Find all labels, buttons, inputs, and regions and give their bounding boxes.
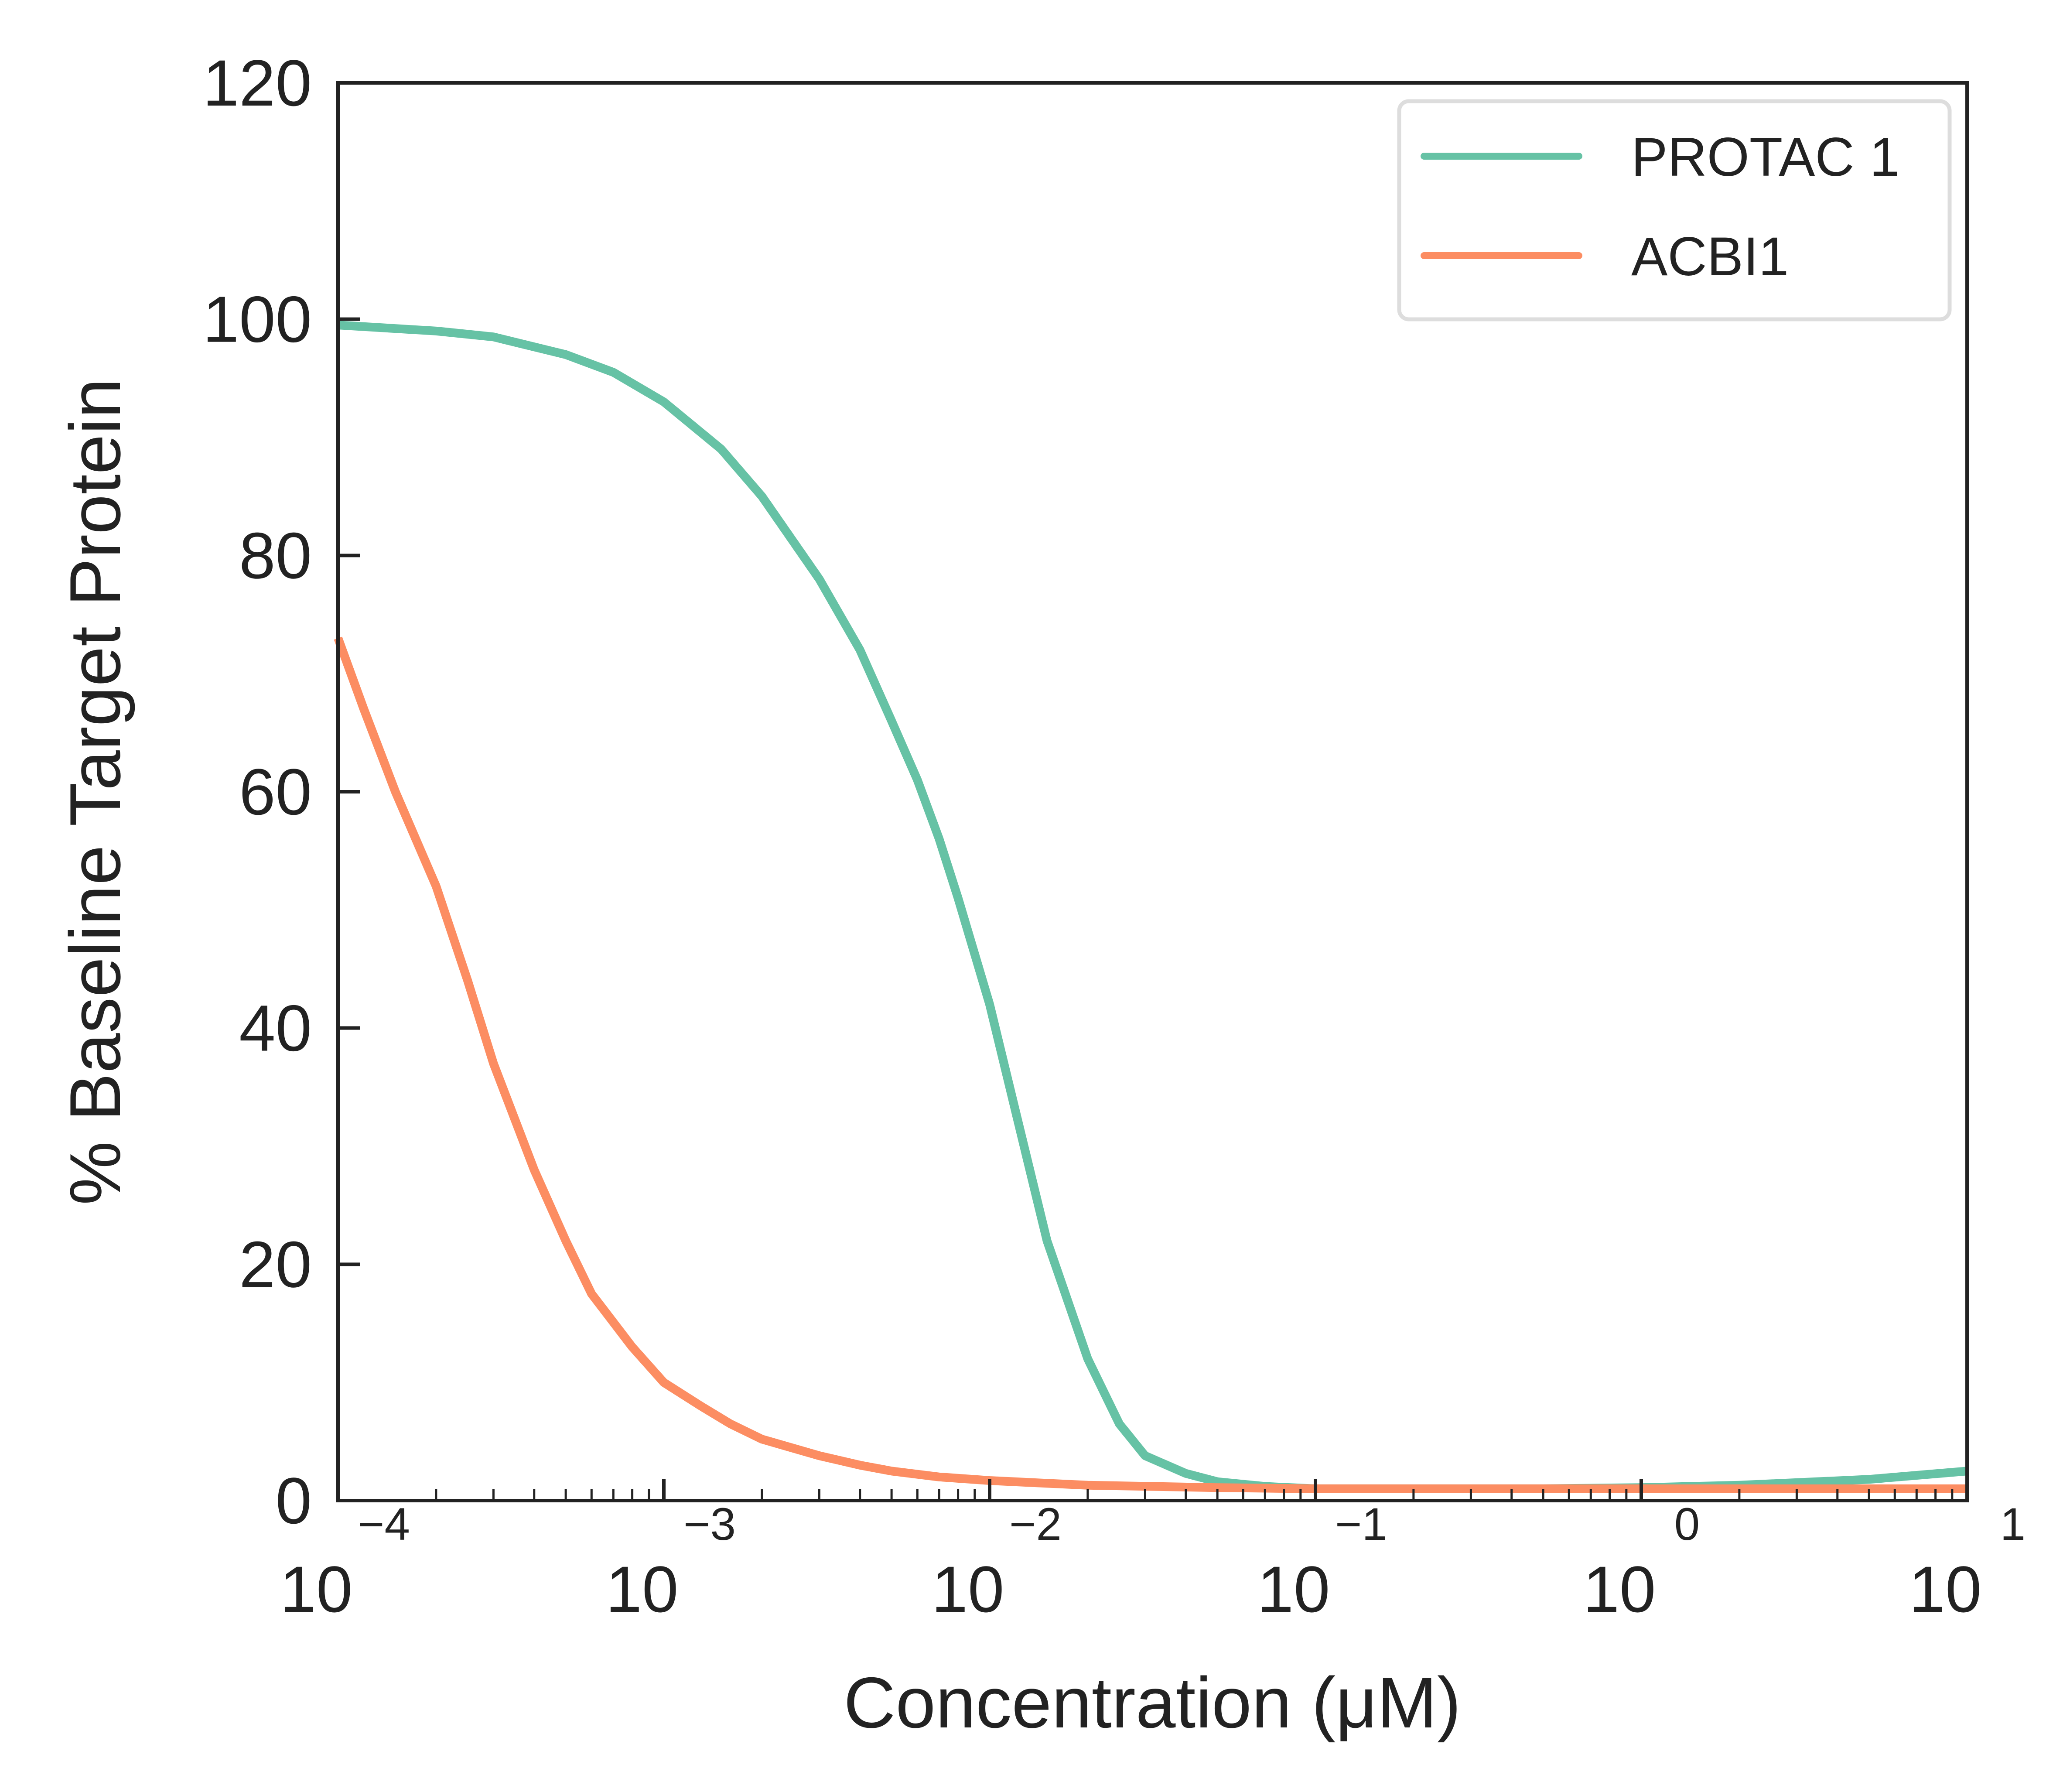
plot-area bbox=[334, 321, 1968, 1493]
legend-label-acbi1: ACBI1 bbox=[1631, 226, 1789, 287]
y-tick-label: 40 bbox=[239, 992, 312, 1065]
y-tick-label: 100 bbox=[203, 283, 312, 356]
x-tick-exponent: −1 bbox=[1335, 1499, 1387, 1550]
plot-frame bbox=[336, 81, 1969, 1502]
series-line-acbi1 bbox=[334, 636, 1967, 1493]
y-tick-label: 120 bbox=[203, 46, 312, 120]
x-tick-label: 10 bbox=[1583, 1553, 1656, 1626]
x-tick-exponent: −2 bbox=[1009, 1499, 1062, 1550]
y-tick-label: 60 bbox=[239, 755, 312, 828]
x-tick-exponent: −3 bbox=[683, 1499, 736, 1550]
x-tick-exponent: 0 bbox=[1674, 1499, 1700, 1550]
y-tick-label: 80 bbox=[239, 519, 312, 592]
legend: PROTAC 1 ACBI1 bbox=[1397, 99, 1952, 321]
y-axis-label: % Baseline Target Protein bbox=[55, 378, 135, 1205]
x-axis-label: Concentration (μM) bbox=[844, 1662, 1461, 1743]
y-tick-label: 20 bbox=[239, 1228, 312, 1301]
x-tick-label: 10 bbox=[606, 1553, 679, 1626]
x-tick-exponent: −4 bbox=[358, 1499, 410, 1550]
x-tick-label: 10 bbox=[1909, 1553, 1982, 1626]
x-tick-exponent: 1 bbox=[2000, 1499, 2026, 1550]
y-axis: 0 20 40 60 80 100 120 bbox=[203, 46, 360, 1537]
x-tick-label: 10 bbox=[932, 1553, 1004, 1626]
x-tick-label: 10 bbox=[1257, 1553, 1330, 1626]
x-tick-label: 10 bbox=[280, 1553, 353, 1626]
y-tick-label: 0 bbox=[276, 1464, 312, 1537]
legend-label-protac-1: PROTAC 1 bbox=[1631, 127, 1900, 188]
